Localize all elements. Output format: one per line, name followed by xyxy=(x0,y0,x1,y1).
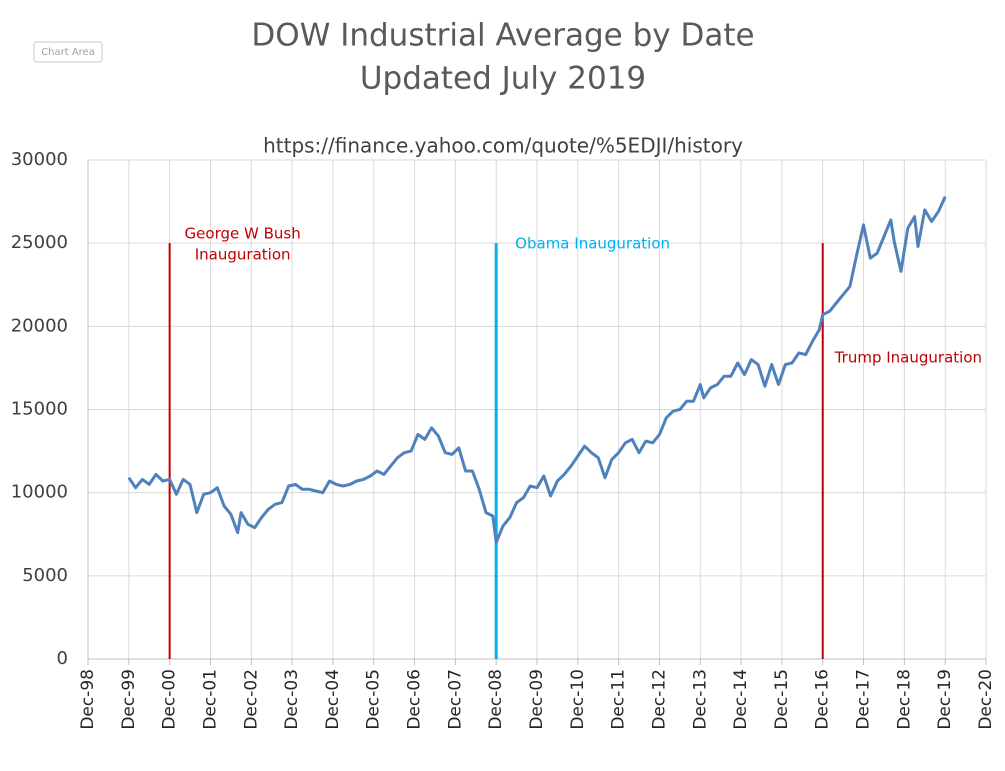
x-tick-label: Dec-09 xyxy=(527,669,547,730)
x-tick-label: Dec-99 xyxy=(119,669,139,730)
x-tick-label: Dec-00 xyxy=(160,669,180,730)
tooltip-box xyxy=(33,41,103,63)
y-tick-label: 15000 xyxy=(11,399,68,420)
x-tick-label: Dec-17 xyxy=(854,669,874,730)
x-tick-label: Dec-20 xyxy=(976,669,996,730)
x-tick-label: Dec-14 xyxy=(731,669,751,730)
x-tick-label: Dec-18 xyxy=(894,669,914,730)
tooltip: Chart Area xyxy=(41,47,95,58)
x-tick-label: Dec-08 xyxy=(486,669,506,730)
x-tick-label: Dec-11 xyxy=(609,669,629,730)
y-tick-label: 30000 xyxy=(11,149,68,170)
y-tick-label: 20000 xyxy=(11,315,68,336)
x-tick-label: Dec-03 xyxy=(282,669,302,730)
x-tick-label: Dec-16 xyxy=(813,669,833,730)
annotation: Inauguration xyxy=(195,246,291,264)
x-tick-label: Dec-15 xyxy=(772,669,792,730)
x-tick-label: Dec-19 xyxy=(935,669,955,730)
price-line xyxy=(127,195,947,545)
x-tick-label: Dec-10 xyxy=(568,669,588,730)
x-tick-label: Dec-98 xyxy=(78,669,98,730)
chart-title: DOW Industrial Average by Date xyxy=(251,18,754,54)
y-tick-label: 0 xyxy=(57,648,68,669)
annotation: Trump Inauguration xyxy=(834,349,982,367)
source: https://finance.yahoo.com/quote/%5EDJI/h… xyxy=(263,134,743,158)
y-tick-label: 10000 xyxy=(11,482,68,503)
x-tick-label: Dec-07 xyxy=(445,669,465,730)
annotation: George W Bush xyxy=(185,225,301,243)
chart-subtitle: Updated July 2019 xyxy=(360,61,646,97)
x-tick-label: Dec-06 xyxy=(405,669,425,730)
x-tick-label: Dec-01 xyxy=(200,669,220,730)
y-tick-label: 25000 xyxy=(11,232,68,253)
y-tick-label: 5000 xyxy=(22,565,68,586)
annotation: Obama Inauguration xyxy=(515,235,670,253)
x-tick-label: Dec-13 xyxy=(690,669,710,730)
x-tick-label: Dec-02 xyxy=(241,669,261,730)
x-tick-label: Dec-05 xyxy=(364,669,384,730)
x-tick-label: Dec-12 xyxy=(649,669,669,730)
x-tick-label: Dec-04 xyxy=(323,669,343,730)
